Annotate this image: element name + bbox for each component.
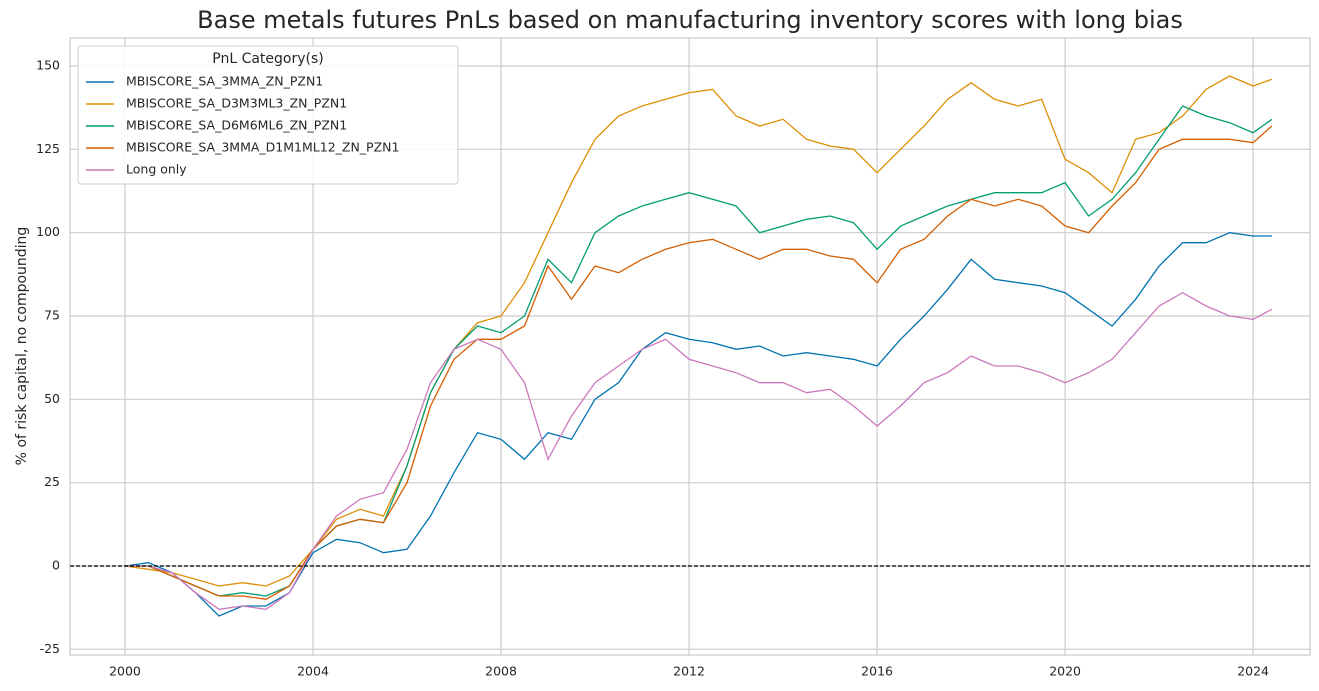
y-tick-label: 75 <box>44 308 60 323</box>
series-line <box>124 232 1272 617</box>
chart-title: Base metals futures PnLs based on manufa… <box>197 6 1183 34</box>
y-axis-label: % of risk capital, no compounding <box>14 227 30 466</box>
x-tick-label: 2024 <box>1237 664 1269 679</box>
legend-label: MBISCORE_SA_3MMA_ZN_PZN1 <box>126 74 323 89</box>
x-tick-label: 2016 <box>861 664 893 679</box>
y-tick-label: 0 <box>52 558 60 573</box>
y-tick-label: 100 <box>36 224 60 239</box>
x-tick-label: 2004 <box>297 664 329 679</box>
legend-label: MBISCORE_SA_3MMA_D1M1ML12_ZN_PZN1 <box>126 140 399 155</box>
legend-label: Long only <box>126 162 187 177</box>
x-tick-label: 2012 <box>673 664 705 679</box>
y-tick-label: 25 <box>44 474 60 489</box>
series-line <box>125 291 1273 610</box>
y-tick-label: 50 <box>44 391 60 406</box>
y-tick-label: -25 <box>40 641 60 656</box>
y-tick-label: 150 <box>36 58 60 73</box>
legend-label: MBISCORE_SA_D3M3ML3_ZN_PZN1 <box>126 96 347 111</box>
legend-box <box>77 45 459 185</box>
lines <box>124 75 1273 617</box>
x-tick-label: 2000 <box>109 664 141 679</box>
x-tick-label: 2008 <box>485 664 517 679</box>
legend-label: MBISCORE_SA_D6M6ML6_ZN_PZN1 <box>126 118 347 133</box>
x-tick-label: 2020 <box>1049 664 1081 679</box>
y-tick-label: 125 <box>36 141 60 156</box>
legend-title: PnL Category(s) <box>212 51 324 67</box>
series-line <box>125 125 1273 600</box>
